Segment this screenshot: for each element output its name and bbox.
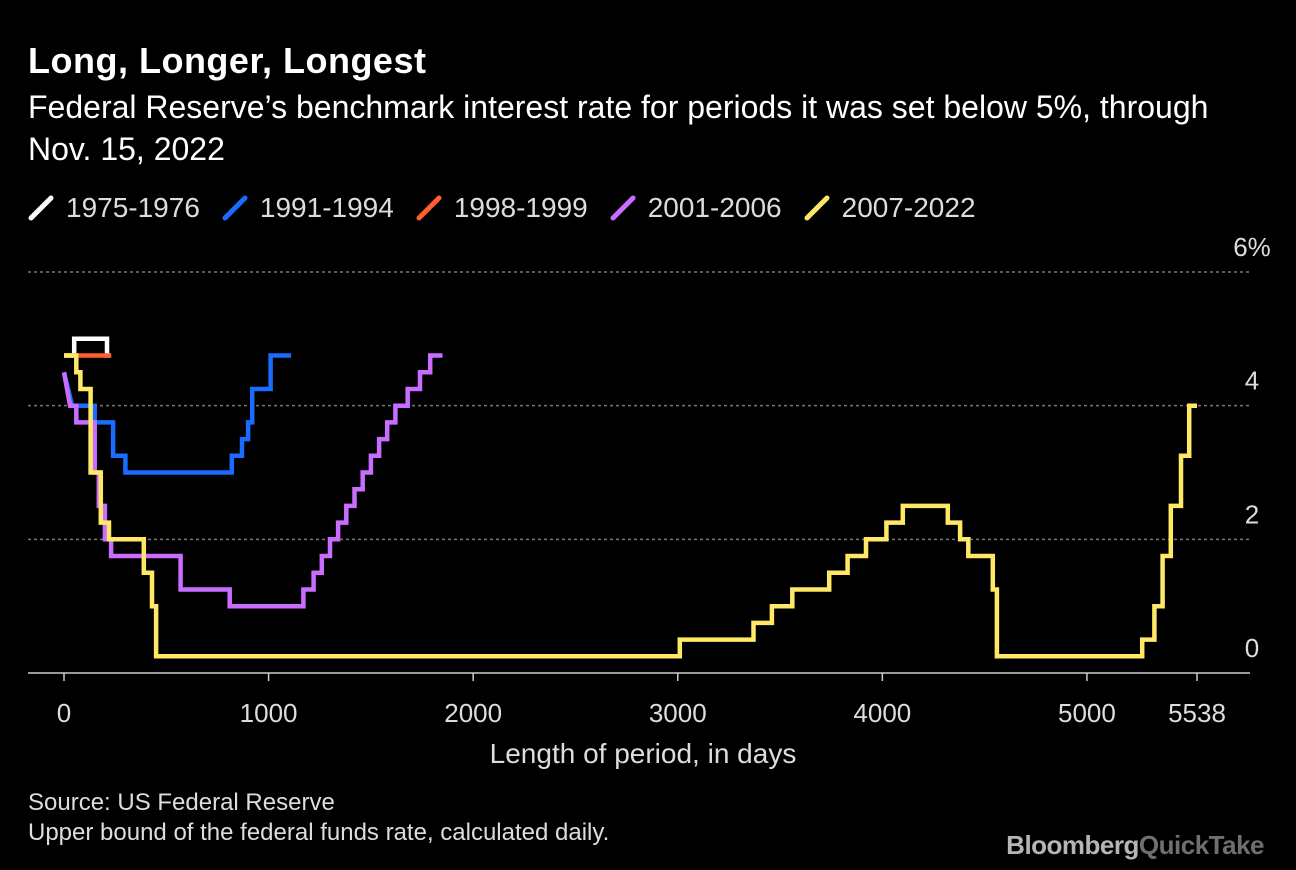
legend-label: 1998-1999 bbox=[453, 192, 588, 223]
legend-label: 1991-1994 bbox=[259, 192, 394, 223]
legend-swatch bbox=[804, 195, 830, 221]
chart-title: Long, Longer, Longest bbox=[28, 40, 427, 81]
legend: 1975-1976 1991-1994 1998-1999 2001-2006 2007… bbox=[28, 192, 976, 224]
y-tick-label: 0 bbox=[1245, 633, 1259, 663]
bloomberg-quicktake-logo: BloombergQuickTake bbox=[1006, 830, 1264, 860]
legend-label: 1975-1976 bbox=[66, 192, 200, 223]
source-note: Source: US Federal Reserve bbox=[28, 789, 335, 816]
y-tick-label: 6% bbox=[1233, 232, 1271, 262]
legend-item: 1975-1976 bbox=[28, 192, 200, 224]
series-line-1991-1994 bbox=[61, 353, 292, 475]
x-axis-label: Length of period, in days bbox=[489, 738, 797, 769]
chart-subtitle: Federal Reserve’s benchmark interest rat… bbox=[28, 89, 1209, 167]
legend-item: 2007-2022 bbox=[804, 192, 976, 224]
y-tick-label: 2 bbox=[1245, 499, 1259, 529]
x-tick-label: 2000 bbox=[444, 698, 502, 728]
legend-label: 2007-2022 bbox=[841, 192, 976, 223]
x-tick-label: 4000 bbox=[853, 698, 911, 728]
footnotes: Source: US Federal Reserve Upper bound o… bbox=[28, 788, 609, 848]
legend-swatch bbox=[222, 195, 248, 221]
x-tick-label: 5538 bbox=[1168, 698, 1226, 728]
y-tick-label: 4 bbox=[1245, 366, 1259, 396]
legend-swatch bbox=[610, 195, 636, 221]
legend-item: 2001-2006 bbox=[610, 192, 782, 224]
legend-swatch bbox=[28, 195, 54, 221]
series-line-2007-2022 bbox=[64, 353, 1197, 659]
x-tick-label: 3000 bbox=[649, 698, 707, 728]
legend-item: 1991-1994 bbox=[222, 192, 394, 224]
legend-item: 1998-1999 bbox=[416, 192, 588, 224]
series-line-1975-1976 bbox=[64, 336, 112, 358]
x-tick-label: 0 bbox=[57, 698, 71, 728]
method-note: Upper bound of the federal funds rate, c… bbox=[28, 819, 610, 846]
legend-swatch bbox=[416, 195, 442, 221]
x-tick-label: 5000 bbox=[1058, 698, 1116, 728]
legend-label: 2001-2006 bbox=[647, 192, 782, 223]
x-tick-label: 1000 bbox=[240, 698, 298, 728]
